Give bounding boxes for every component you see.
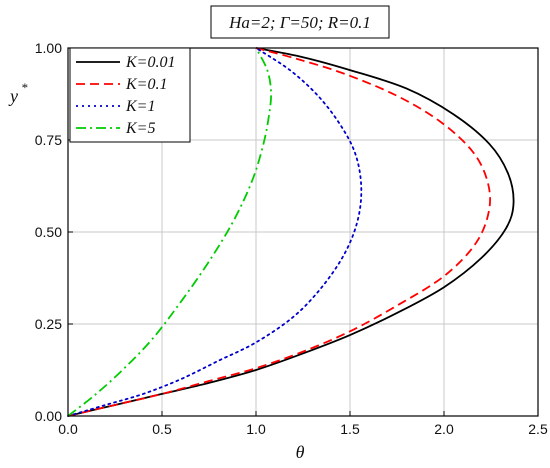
y-tick-label: 1.00: [35, 40, 62, 56]
legend-label: K=0.01: [125, 54, 175, 71]
chart-title-frame: [210, 5, 390, 39]
legend: K=0.01 K=0.1 K=1 K=5: [69, 47, 191, 143]
series-line-k-1: [67, 47, 363, 417]
series-layer: [67, 47, 515, 417]
chart-title: Ha=2; Γ=50; R=0.1: [228, 13, 371, 32]
x-tick-label: 1.0: [246, 421, 266, 437]
y-tick-label: 0.75: [35, 132, 62, 148]
series-line-k-0-1: [67, 47, 491, 417]
x-tick-label: 0.0: [58, 421, 78, 437]
y-axis-label: y: [8, 86, 18, 106]
x-tick-label: 2.5: [528, 421, 548, 437]
y-tick-label: 0.00: [35, 408, 62, 424]
y-tick-label: 0.25: [35, 316, 62, 332]
series-line-k-0-01: [67, 47, 515, 417]
y-tick-label: 0.50: [35, 224, 62, 240]
y-axis-label-superscript: *: [21, 80, 28, 95]
legend-label: K=5: [125, 120, 155, 137]
series-line-k-5: [67, 47, 272, 417]
x-tick-label: 0.5: [152, 421, 172, 437]
ticks: 0.0 0.5 1.0 1.5 2.0 2.5 0.00 0.25 0.50 0.75 1.00: [35, 40, 548, 437]
x-axis-label: θ: [296, 442, 305, 462]
legend-label: K=1: [125, 98, 155, 115]
y-axis-label-group: y *: [8, 80, 28, 106]
x-tick-label: 1.5: [340, 421, 360, 437]
chart-title-box: Ha=2; Γ=50; R=0.1: [210, 5, 390, 39]
x-tick-label: 2.0: [434, 421, 454, 437]
legend-frame: [69, 47, 191, 143]
legend-label: K=0.1: [125, 76, 167, 93]
